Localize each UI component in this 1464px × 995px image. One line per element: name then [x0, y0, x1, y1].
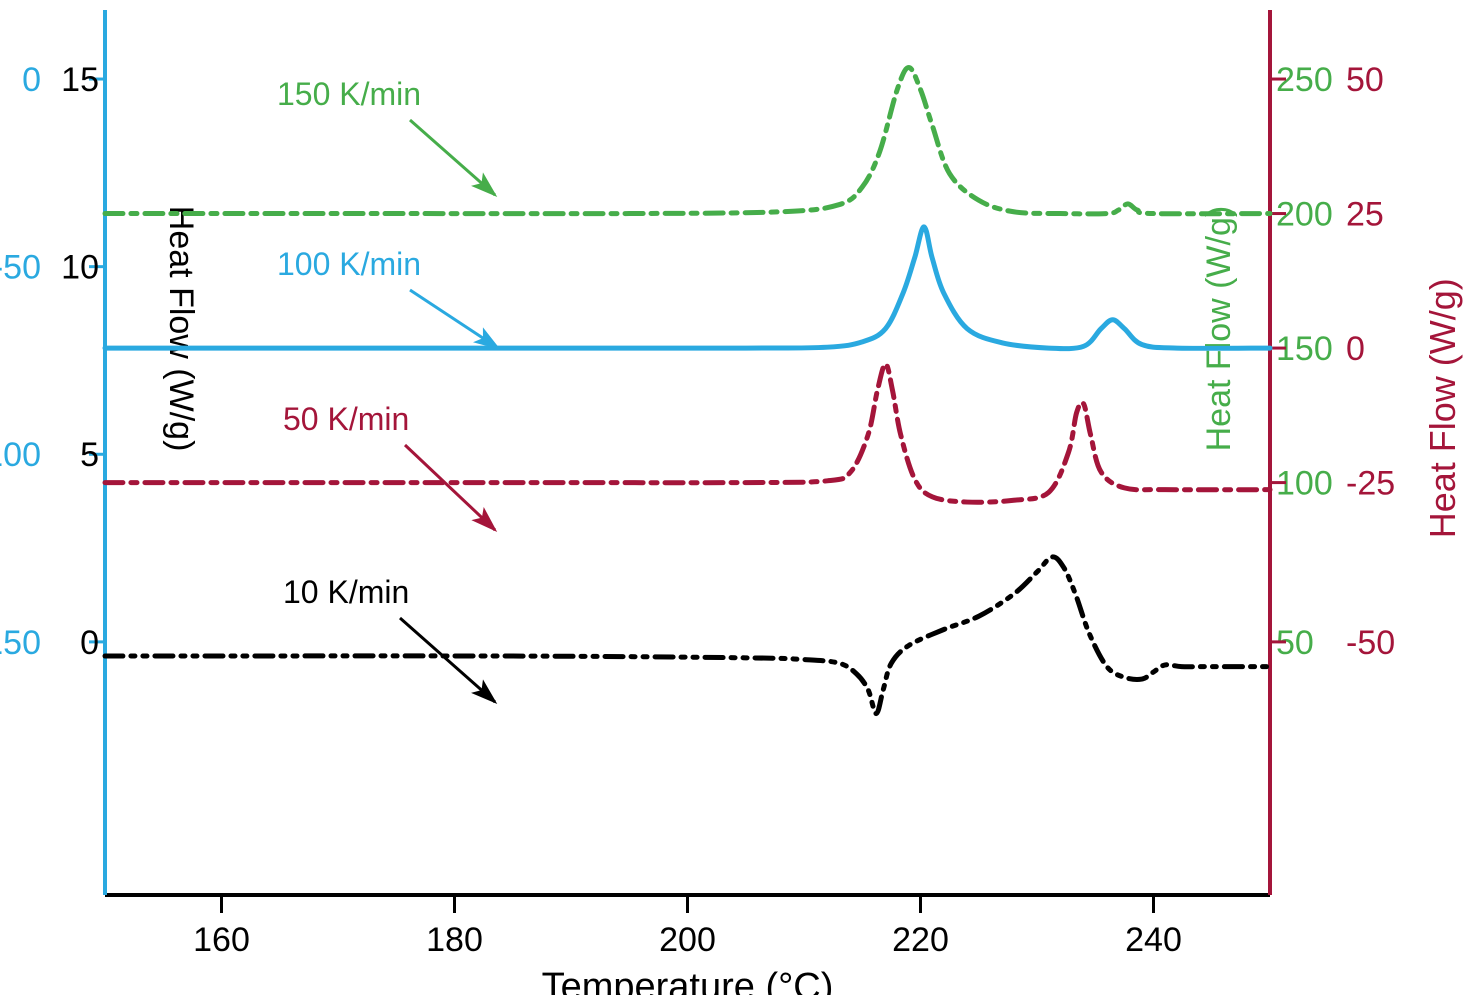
- x-tick-label: 180: [426, 921, 483, 959]
- y-tick-label-blue: -50: [0, 249, 41, 287]
- y-tick-label-maroon: 0: [1346, 330, 1365, 368]
- x-tick-label: 220: [892, 921, 949, 959]
- curve-label-black-10k: 10 K/min: [283, 574, 409, 610]
- y-tick-label-maroon: 50: [1346, 61, 1384, 99]
- y-tick-label-black: 15: [61, 61, 99, 99]
- y-axis-label-green: Heat Flow (W/g): [1200, 206, 1238, 452]
- y-tick-label-maroon: -25: [1346, 464, 1395, 502]
- x-tick-label: 200: [659, 921, 716, 959]
- curve-maroon-50k: [105, 364, 1270, 502]
- curve-black-10k: [105, 557, 1270, 714]
- y-axis-label-black: Heat Flow (W/g): [162, 206, 200, 452]
- curve-label-blue-100k: 100 K/min: [277, 246, 421, 282]
- curve-arrow-maroon-50k: [405, 445, 495, 530]
- y-tick-label-blue: 0: [22, 61, 41, 99]
- curve-label-maroon-50k: 50 K/min: [283, 401, 409, 437]
- y-tick-label-blue: -150: [0, 624, 41, 662]
- dsc-chart: 160 180 200 220 240 Temperature (°C) 0 -50 -100 -…: [0, 0, 1464, 995]
- x-tick-label: 160: [193, 921, 250, 959]
- y-tick-label-black: 5: [80, 436, 99, 474]
- y-tick-label-blue: -100: [0, 436, 41, 474]
- curve-arrow-green-150k: [410, 120, 495, 195]
- curve-arrow-black-10k: [400, 618, 495, 702]
- y-tick-label-black: 10: [61, 249, 99, 287]
- y-tick-label-maroon: -50: [1346, 624, 1395, 662]
- x-axis-label: Temperature (°C): [542, 966, 834, 995]
- chart-svg: 160 180 200 220 240 Temperature (°C) 0 -50 -100 -…: [0, 0, 1464, 995]
- y-tick-label-black: 0: [80, 624, 99, 662]
- curve-arrow-blue-100k: [410, 290, 498, 348]
- y-axis-label-maroon: Heat Flow (W/g): [1422, 278, 1463, 538]
- x-tick-label: 240: [1125, 921, 1182, 959]
- y-tick-label-maroon: 25: [1346, 195, 1384, 233]
- curve-label-green-150k: 150 K/min: [277, 76, 421, 112]
